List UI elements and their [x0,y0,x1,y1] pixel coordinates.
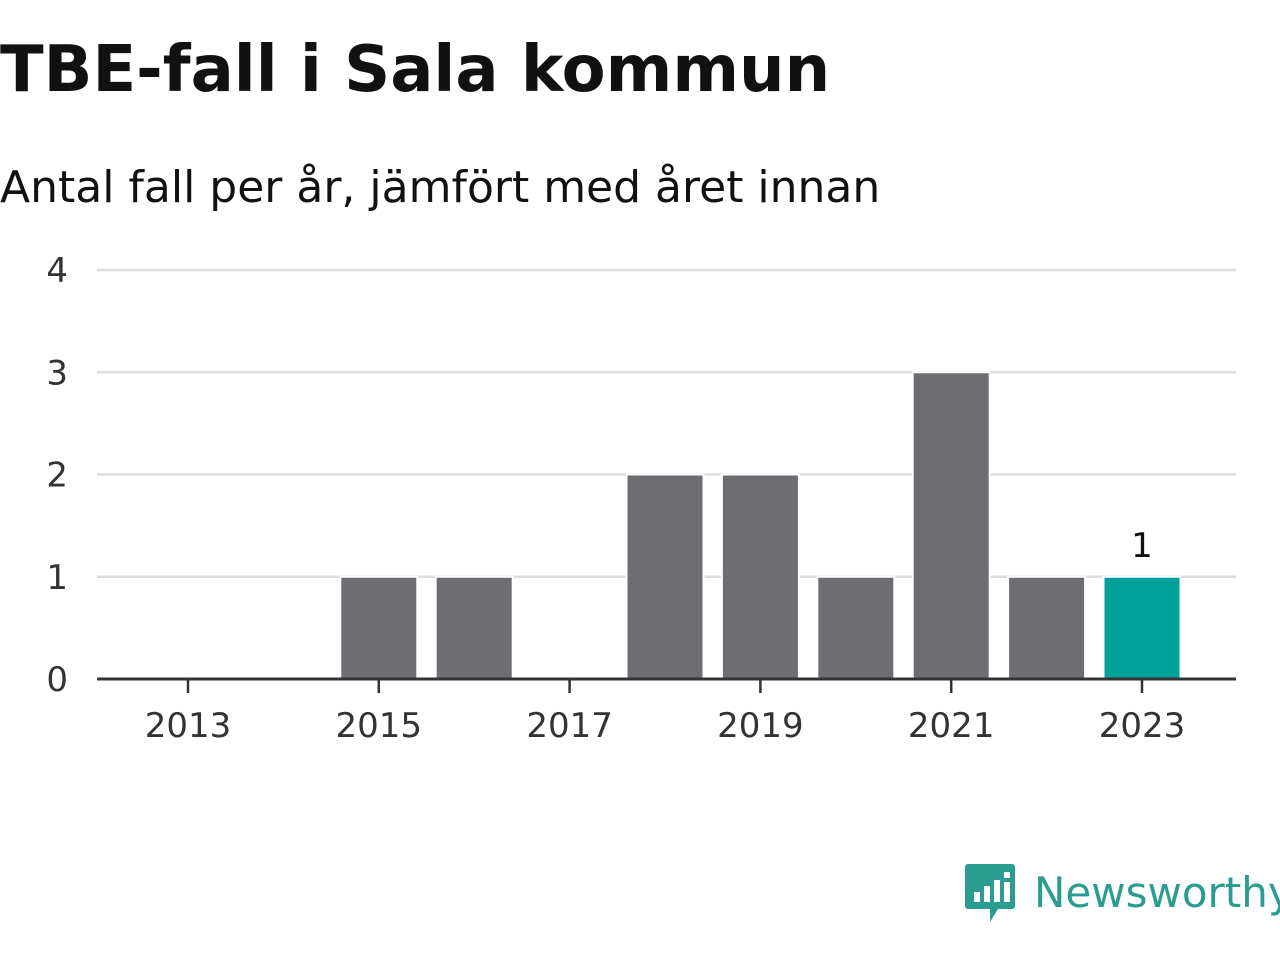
brand-logo: Newsworthy [964,862,1280,924]
bar-2023 [1102,575,1182,680]
chart-title: TBE-fall i Sala kommun [0,33,831,107]
y-tick-label-4: 4 [46,251,68,291]
brand-name: Newsworthy [1034,868,1280,917]
bar-2016 [434,575,514,680]
bar-chart: 0 1 2 3 4 2013 2015 2017 2019 2021 2023 1 [46,251,1236,746]
bar-2019 [720,473,800,680]
bar-2018 [625,473,705,680]
y-tick-label-0: 0 [46,660,68,700]
bar-2015 [339,575,419,680]
bar-2020 [816,575,896,680]
data-label-2023: 1 [1131,526,1153,566]
x-axis [97,677,1236,693]
x-tick-label-2015: 2015 [336,706,423,746]
x-tick-label-2017: 2017 [526,706,613,746]
y-tick-label-3: 3 [46,353,68,393]
y-tick-label-1: 1 [46,558,68,598]
bar-2021 [911,371,991,680]
bar-chart-speech-bubble-icon [965,864,1015,922]
chart-subtitle: Antal fall per år, jämfört med året inna… [0,162,881,213]
bars [339,371,1182,680]
bar-2022 [1007,575,1087,680]
x-tick-label-2013: 2013 [145,706,232,746]
y-tick-label-2: 2 [46,456,68,496]
x-tick-label-2021: 2021 [908,706,995,746]
x-tick-label-2019: 2019 [717,706,804,746]
labels: 0 1 2 3 4 2013 2015 2017 2019 2021 2023 1 [46,251,1185,746]
x-tick-label-2023: 2023 [1099,706,1186,746]
